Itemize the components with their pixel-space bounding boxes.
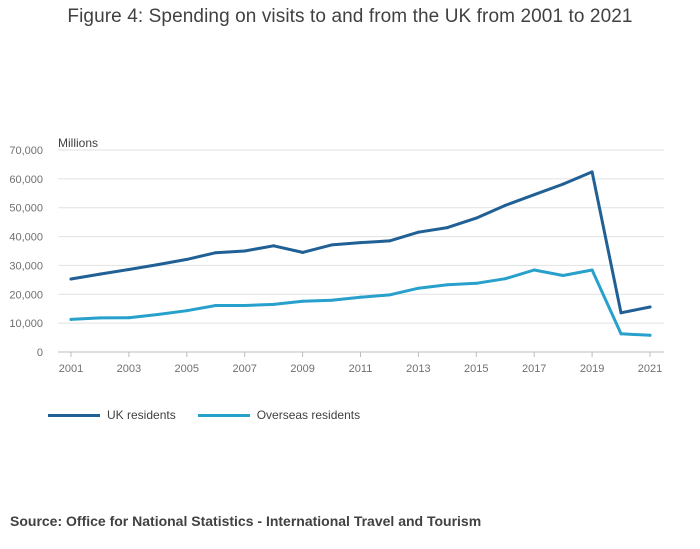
legend-swatch-uk-residents	[48, 413, 100, 417]
x-tick-label: 2017	[522, 363, 546, 375]
data-point-overseas-residents[interactable]	[214, 304, 218, 308]
y-tick-label: 0	[37, 347, 43, 359]
data-point-overseas-residents[interactable]	[98, 316, 102, 320]
legend-item-overseas-residents[interactable]: Overseas residents	[197, 408, 361, 422]
data-point-uk-residents[interactable]	[98, 272, 102, 276]
data-point-uk-residents[interactable]	[416, 230, 420, 234]
y-tick-label: 40,000	[9, 232, 43, 244]
data-point-uk-residents[interactable]	[619, 311, 623, 315]
legend-label-uk-residents: UK residents	[107, 408, 176, 422]
data-point-uk-residents[interactable]	[69, 277, 73, 281]
legend: UK residents Overseas residents	[48, 408, 382, 422]
data-point-overseas-residents[interactable]	[330, 298, 334, 302]
data-point-overseas-residents[interactable]	[185, 309, 189, 313]
data-point-uk-residents[interactable]	[648, 305, 652, 309]
data-point-uk-residents[interactable]	[590, 170, 594, 174]
legend-swatch-overseas-residents	[197, 413, 250, 417]
data-point-uk-residents[interactable]	[156, 263, 160, 267]
legend-item-uk-residents[interactable]: UK residents	[48, 408, 176, 422]
y-tick-label: 50,000	[9, 203, 43, 215]
data-point-uk-residents[interactable]	[214, 251, 218, 255]
data-point-overseas-residents[interactable]	[590, 268, 594, 272]
source-note: Source: Office for National Statistics -…	[10, 513, 482, 529]
data-point-overseas-residents[interactable]	[69, 317, 73, 321]
x-tick-label: 2009	[290, 363, 314, 375]
y-tick-label: 70,000	[9, 145, 43, 157]
data-point-uk-residents[interactable]	[445, 226, 449, 230]
data-point-uk-residents[interactable]	[561, 182, 565, 186]
x-tick-label: 2001	[59, 363, 83, 375]
x-tick-label: 2019	[580, 363, 604, 375]
data-point-overseas-residents[interactable]	[503, 277, 507, 281]
x-tick-label: 2007	[232, 363, 256, 375]
x-axis: 2001 2003 2005 2007 2009 2011 2013 2015 2017 2019…	[59, 352, 662, 375]
y-tick-label: 20,000	[9, 289, 43, 301]
y-tick-label: 30,000	[9, 260, 43, 272]
data-point-uk-residents[interactable]	[272, 244, 276, 248]
x-tick-label: 2013	[406, 363, 430, 375]
data-point-uk-residents[interactable]	[185, 257, 189, 261]
data-point-overseas-residents[interactable]	[156, 312, 160, 316]
data-point-overseas-residents[interactable]	[474, 281, 478, 285]
data-point-overseas-residents[interactable]	[445, 283, 449, 287]
data-point-uk-residents[interactable]	[127, 267, 131, 271]
legend-label-overseas-residents: Overseas residents	[256, 408, 361, 422]
data-point-uk-residents[interactable]	[532, 193, 536, 197]
y-tick-label: 60,000	[9, 174, 43, 186]
data-point-overseas-residents[interactable]	[416, 286, 420, 290]
data-point-overseas-residents[interactable]	[387, 293, 391, 297]
x-tick-label: 2011	[349, 363, 373, 375]
series-line-overseas-residents[interactable]	[69, 268, 652, 337]
y-tick-label: 10,000	[9, 318, 43, 330]
data-point-uk-residents[interactable]	[474, 216, 478, 220]
y-axis: 0 10,000 20,000 30,000 40,000 50,000 60,000 70,…	[9, 145, 43, 359]
data-point-overseas-residents[interactable]	[532, 268, 536, 272]
y-axis-unit-label: Millions	[58, 136, 98, 150]
data-point-overseas-residents[interactable]	[561, 274, 565, 278]
data-point-overseas-residents[interactable]	[243, 304, 247, 308]
data-point-uk-residents[interactable]	[503, 203, 507, 207]
data-point-uk-residents[interactable]	[330, 243, 334, 247]
data-point-uk-residents[interactable]	[359, 241, 362, 245]
data-point-uk-residents[interactable]	[387, 239, 391, 243]
x-tick-label: 2003	[117, 363, 141, 375]
x-tick-label: 2015	[464, 363, 488, 375]
data-point-overseas-residents[interactable]	[272, 302, 276, 306]
data-point-uk-residents[interactable]	[243, 249, 247, 253]
data-point-overseas-residents[interactable]	[648, 333, 652, 337]
x-tick-label: 2021	[638, 363, 662, 375]
series-lines	[69, 170, 652, 337]
data-point-overseas-residents[interactable]	[359, 295, 362, 299]
chart-title: Figure 4: Spending on visits to and from…	[67, 6, 633, 27]
data-point-overseas-residents[interactable]	[619, 332, 623, 336]
data-point-overseas-residents[interactable]	[127, 316, 131, 320]
data-point-overseas-residents[interactable]	[301, 299, 305, 303]
data-point-uk-residents[interactable]	[301, 250, 305, 254]
x-tick-label: 2005	[175, 363, 199, 375]
